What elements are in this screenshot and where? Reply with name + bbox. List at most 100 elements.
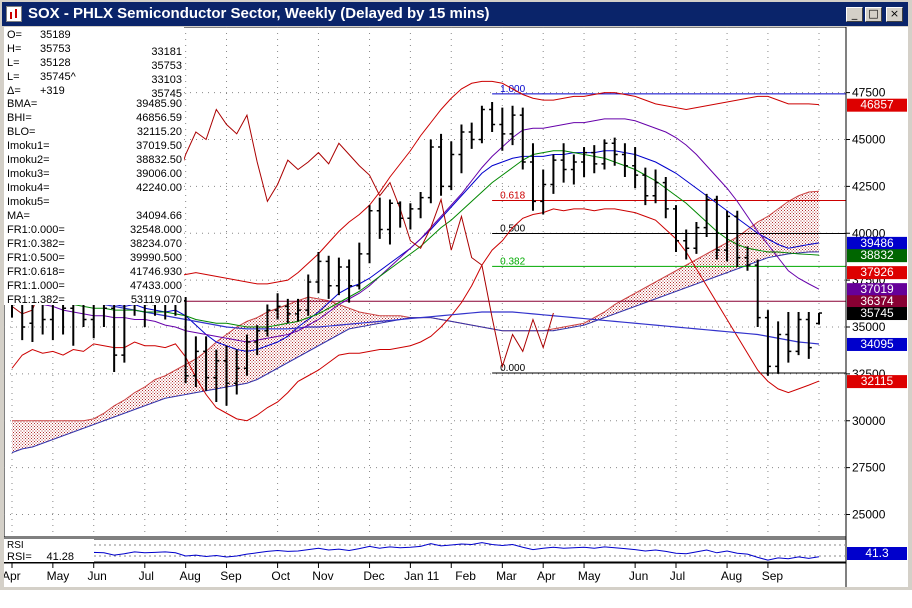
cloud-segment [716, 242, 728, 277]
study-label: Imoku4= [7, 182, 50, 194]
price-tag-box [847, 98, 907, 112]
title-bar[interactable]: SOX - PHLX Semiconductor Sector, Weekly … [2, 2, 908, 26]
ohlc-bar [478, 105, 485, 144]
data-readout-panel: O= 35189 H= 35753 33181 L= 35128 35753 L= 35745^ 3… [4, 27, 184, 306]
cloud-segment [134, 387, 145, 410]
ohlc-bar [581, 147, 588, 177]
cloud-segment [747, 222, 758, 266]
ohlc-bar [693, 222, 700, 254]
ohlc-bar [417, 192, 424, 219]
x-tick-label: Nov [312, 569, 333, 583]
ohlc-bar [438, 133, 445, 196]
cloud-segment [727, 237, 738, 273]
ohlc-bar [284, 298, 291, 324]
ohlc-bar [223, 345, 230, 406]
price-tag-label: 39486 [860, 236, 894, 250]
x-tick-label: Apr [537, 569, 556, 583]
y-tick-label: 47500 [852, 86, 886, 100]
ohlc-bar [703, 193, 710, 237]
study-label: MA= [7, 210, 30, 222]
readout-value: +319 [40, 85, 65, 97]
chart-app-icon [6, 6, 22, 22]
cloud-segment [257, 312, 268, 380]
cloud-segment [267, 308, 278, 374]
x-tick-label: Apr [4, 569, 21, 583]
study-value: 47433.000 [130, 280, 182, 292]
study-label: Imoku1= [7, 140, 50, 152]
ohlc-bar [376, 197, 383, 239]
maximize-button[interactable]: □ [865, 7, 882, 22]
ohlc-bar [570, 154, 577, 185]
ohlc-bar [734, 210, 741, 267]
cloud-segment [359, 312, 370, 327]
close-button[interactable]: × [886, 7, 903, 22]
y-tick-label: 27500 [852, 461, 886, 475]
axis-background [846, 27, 908, 537]
ohlc-bar [335, 257, 342, 296]
x-tick-label: Sep [220, 569, 242, 583]
fib-level-label: 0.382 [500, 256, 525, 267]
ohlc-bar [632, 147, 639, 189]
ohlc-bar [713, 195, 720, 260]
readout-value2: 33181 [151, 46, 182, 58]
ohlc-bar [305, 274, 312, 316]
fib-level-label: 0.000 [500, 363, 525, 374]
readout-label: O= [7, 29, 22, 41]
ohlc-bar [346, 259, 353, 303]
time-axis: Apr May Jun Jul Aug Sep Oct Nov Dec Jan 11 Feb Mar A… [2, 562, 846, 583]
rsi-readout-bg [4, 539, 94, 562]
study-value: 38832.50 [136, 154, 182, 166]
readout-label: Δ= [7, 85, 21, 97]
price-tag-label: 34095 [860, 337, 894, 351]
cloud-segment [328, 300, 339, 341]
rsi-readout-value: 41.28 [46, 551, 74, 563]
ohlc-bar [550, 154, 557, 194]
chart-area[interactable]: 1.000 0.618 0.500 0.382 0.000 O= 35189 H= 35753… [2, 26, 908, 587]
study-label: BMA= [7, 98, 37, 110]
ohlc-bar [243, 334, 250, 376]
cloud-segment [185, 358, 196, 395]
window-title: SOX - PHLX Semiconductor Sector, Weekly … [28, 5, 490, 22]
y-tick-label: 42500 [852, 179, 886, 193]
status-footer [0, 590, 912, 608]
ohlc-bar [458, 124, 465, 174]
study-label: BLO= [7, 126, 35, 138]
price-tag-label: 35745 [860, 306, 894, 320]
ohlc-bar [662, 177, 669, 219]
minimize-button[interactable]: _ [846, 7, 863, 22]
rsi-tag-label: 41.3 [865, 546, 889, 560]
price-tag-label: 37926 [860, 265, 894, 279]
ohlc-bar [795, 312, 802, 356]
cloud-segment [236, 321, 247, 386]
cloud-segment [277, 304, 288, 369]
rsi-frame [3, 538, 847, 563]
ohlc-bar [264, 304, 271, 337]
ohlc-bar [744, 246, 751, 271]
price-tag-box [847, 249, 907, 263]
price-tag-box [847, 266, 907, 280]
ohlc-bar [652, 169, 659, 204]
ohlc-bar [764, 310, 771, 376]
x-tick-label: Aug [721, 569, 742, 583]
readout-value: 35745^ [40, 71, 77, 83]
ohlc-bar [683, 229, 690, 260]
x-tick-label: Jul [139, 569, 154, 583]
price-tag-box [847, 283, 907, 297]
price-tag-box [847, 307, 907, 321]
cloud-segment [83, 418, 94, 429]
ohlc-bar [407, 203, 414, 230]
study-label: Imoku3= [7, 168, 50, 180]
price-tag-box [847, 236, 907, 250]
rsi-label: RSI [7, 540, 24, 551]
readout-value2: 35753 [151, 60, 182, 72]
study-label: Imoku2= [7, 154, 50, 166]
cloud-segment [32, 420, 43, 447]
readout-label: L= [7, 71, 20, 83]
study-label: FR1:0.000= [7, 224, 65, 236]
ohlc-bar [560, 143, 567, 183]
study-label: FR1:0.618= [7, 266, 65, 278]
readout-value2: 35745 [151, 88, 182, 100]
cloud-segment [778, 201, 789, 256]
